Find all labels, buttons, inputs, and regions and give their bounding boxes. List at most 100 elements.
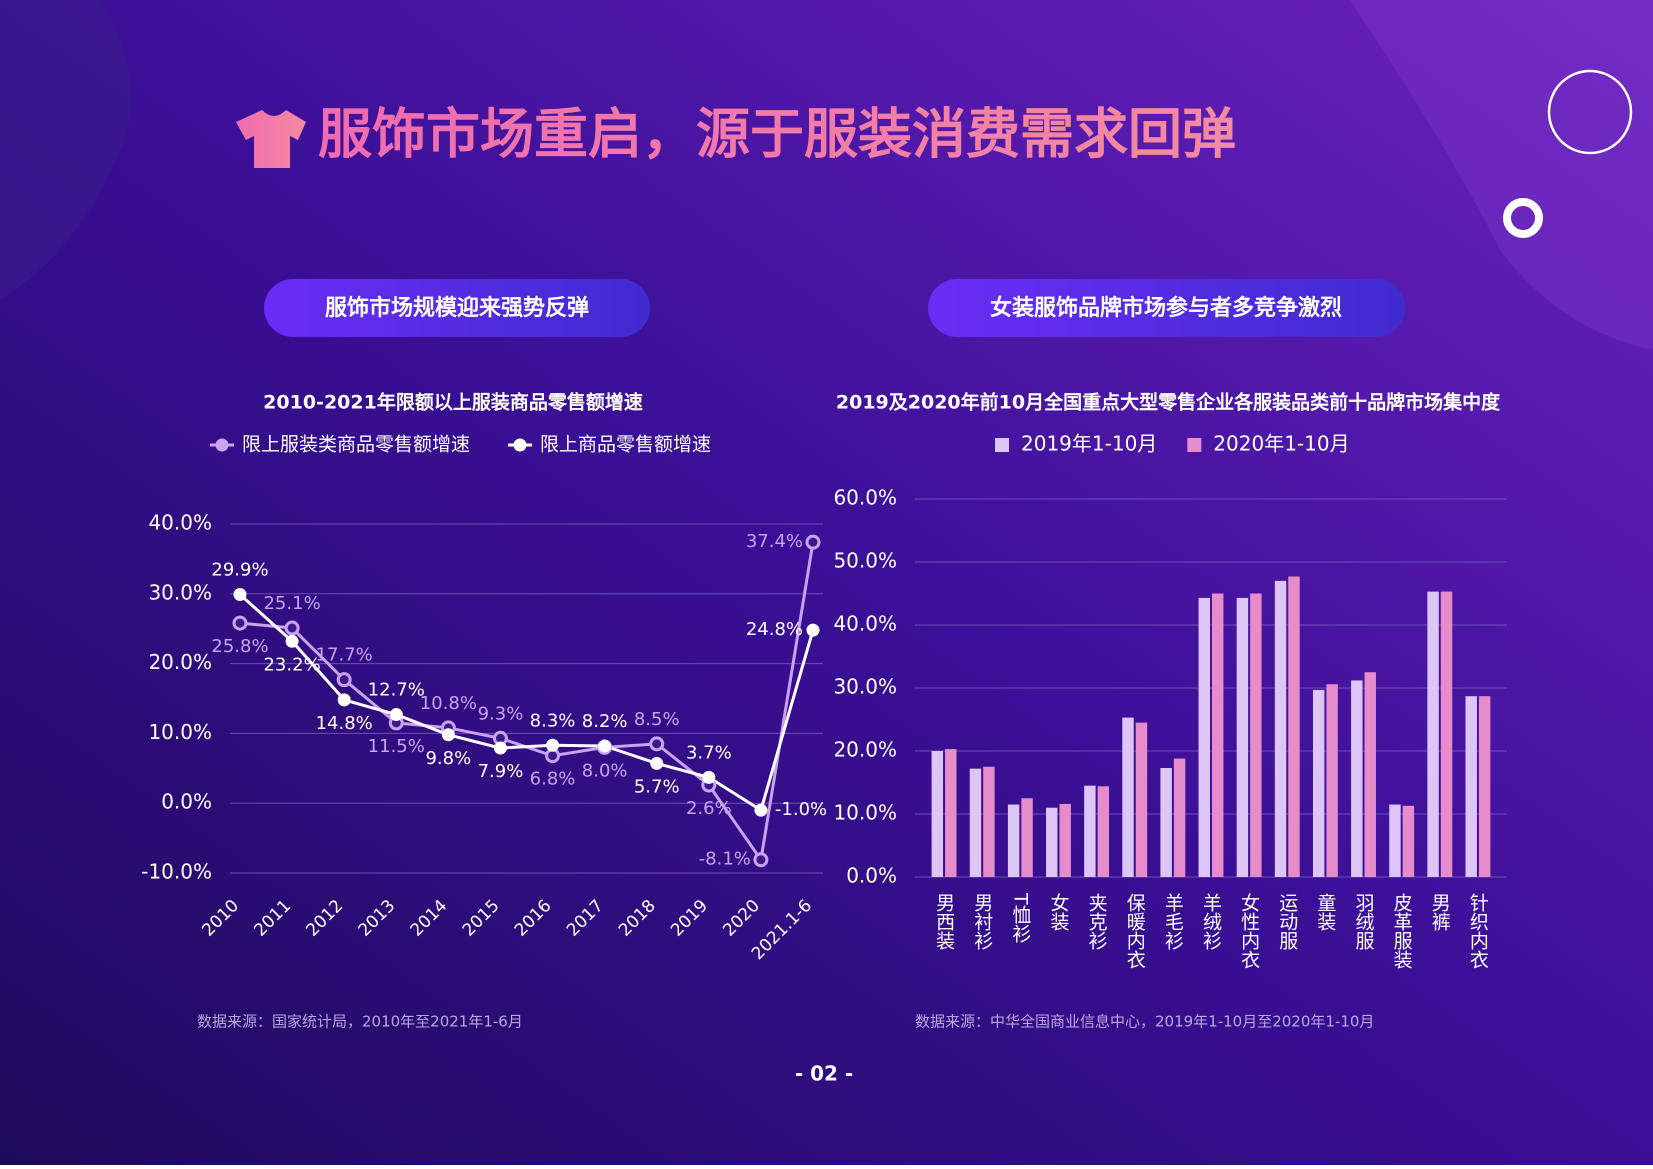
x-tick-label: 女装 [1047,893,1069,931]
legend-label: 限上商品零售额增速 [540,434,711,456]
bar [1046,807,1058,877]
data-point [389,708,403,722]
data-label: 3.7% [686,742,732,763]
x-tick-label: 羽绒服 [1353,893,1375,950]
y-tick-label: 0.0% [846,864,897,888]
chart-heading: 服饰市场规模迎来强势反弹 [325,295,589,321]
data-label: 9.3% [478,703,524,724]
x-tick-label: 保暖内衣 [1124,893,1146,969]
data-label: 9.8% [425,748,471,769]
x-tick-label: 男衬衫 [971,893,993,950]
bar [1478,696,1491,877]
bar [1021,798,1033,877]
y-tick-label: 10.0% [833,801,897,825]
bar [1122,717,1134,877]
data-label: -8.1% [699,849,751,870]
data-point [233,587,247,601]
data-label: 8.0% [582,760,628,781]
bar [1288,576,1300,877]
bar [983,766,995,877]
data-point [753,852,769,868]
data-point [754,803,768,817]
data-label: 8.5% [634,709,680,730]
data-label: 25.8% [211,636,268,657]
bar [1097,786,1110,877]
legend-label: 2020年1-10月 [1213,432,1349,456]
bar [1402,805,1415,877]
heading-pill [928,279,1405,337]
legend-marker [513,438,527,452]
data-label: 25.1% [263,593,320,614]
y-tick-label: 60.0% [833,486,897,510]
y-tick-label: 50.0% [833,549,897,573]
legend-swatch [1187,438,1202,452]
data-label: 7.9% [478,761,524,782]
bar [1389,804,1401,877]
bar [945,749,957,877]
decoration [0,0,132,300]
x-tick-label: 羊毛衫 [1162,893,1184,950]
data-label: 23.2% [263,654,320,675]
legend-label: 2019年1-10月 [1021,432,1157,456]
data-label: 12.7% [368,680,425,701]
x-tick-label: 羊绒衫 [1200,893,1222,950]
decoration [1350,0,1653,350]
y-tick-label: 10.0% [148,720,212,744]
data-point [336,672,352,688]
decoration-circle [1547,69,1633,155]
source-note: 数据来源：国家统计局，2010年至2021年1-6月 [197,1013,523,1031]
heading-pill [264,279,650,337]
data-label: 11.5% [368,736,425,757]
x-tick-label: T恤衫 [1009,892,1031,943]
legend-swatch [995,438,1009,452]
bar [1440,591,1453,877]
chart-heading: 女装服饰品牌市场参与者多竞争激烈 [990,295,1342,321]
data-point [441,728,455,742]
data-point [284,620,300,636]
x-tick-label: 男裤 [1429,893,1451,931]
data-label: 17.7% [316,645,373,666]
y-tick-label: -10.0% [141,860,212,884]
data-point [805,534,821,550]
data-point [806,623,820,637]
data-label: 8.2% [582,711,628,732]
y-tick-label: 40.0% [833,612,897,636]
page-title: 服饰市场重启，源于服装消费需求回弹 [318,103,1236,166]
bar [1427,591,1439,877]
bar [1465,696,1477,877]
chart-title: 2010-2021年限额以上服装商品零售额增速 [263,391,643,414]
data-point [232,615,248,631]
y-tick-label: 20.0% [833,738,897,762]
x-tick-label: 童装 [1314,893,1336,931]
bar [1059,803,1071,877]
data-point [598,739,612,753]
bar [1198,597,1210,877]
data-label: 24.8% [746,619,803,640]
bar [1250,593,1262,877]
data-label: 10.8% [420,693,477,714]
x-tick-label: 运动服 [1276,893,1298,950]
shirt-icon [236,110,306,168]
bar [1173,758,1186,877]
bar [1351,680,1363,877]
x-tick-label: 皮革服装 [1391,893,1413,969]
data-label: 6.8% [530,769,576,790]
y-tick-label: 30.0% [148,580,212,604]
bar [1364,672,1376,877]
data-point [546,738,560,752]
decoration-circle [1503,198,1543,238]
bar [1007,804,1020,877]
data-point [650,756,664,770]
series-line [238,593,815,813]
y-tick-label: 20.0% [148,650,212,674]
data-point [337,693,351,707]
x-tick-label: 针织内衣 [1467,893,1489,969]
data-label: 29.9% [211,559,268,580]
source-note: 数据来源：中华全国商业信息中心，2019年1-10月至2020年1-10月 [915,1013,1374,1031]
data-label: 14.8% [316,713,373,734]
legend-label: 限上服装类商品零售额增速 [242,434,470,456]
chart-title: 2019及2020年前10月全国重点大型零售企业各服装品类前十品牌市场集中度 [836,391,1501,414]
bar [1312,689,1325,877]
